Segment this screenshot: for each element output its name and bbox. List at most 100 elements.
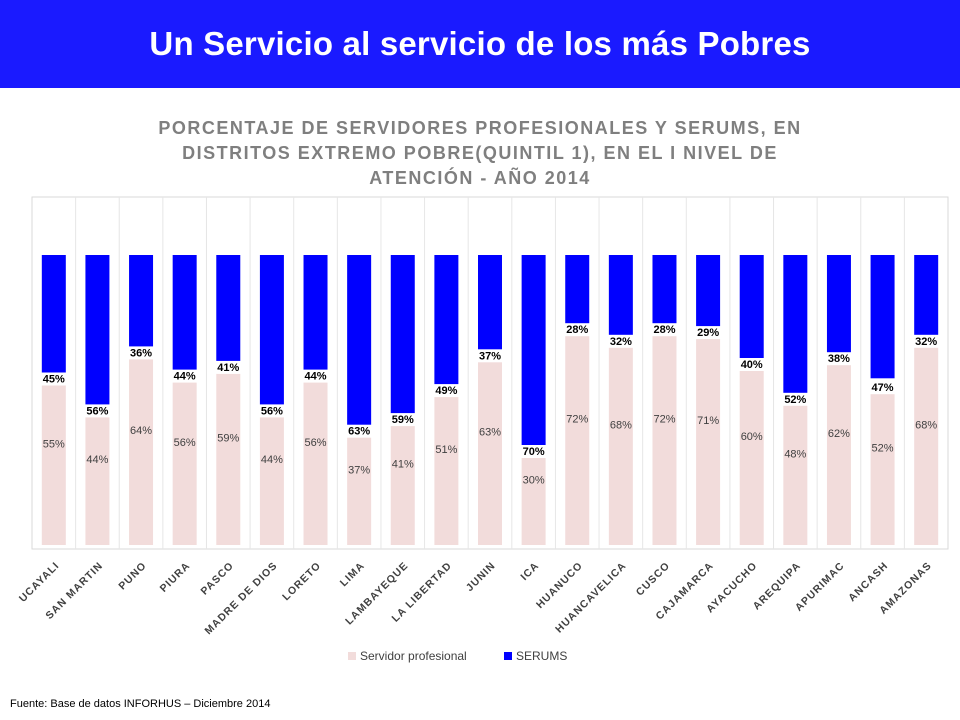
x-tick-label: ANCASH bbox=[846, 560, 890, 604]
data-label-servidor-profesional: 48% bbox=[784, 448, 806, 460]
data-label-servidor-profesional: 51% bbox=[435, 444, 457, 456]
data-label-servidor-profesional: 60% bbox=[741, 431, 763, 443]
data-label-serums: 41% bbox=[217, 362, 239, 374]
data-label-servidor-profesional: 64% bbox=[130, 425, 152, 437]
bar-serums bbox=[783, 255, 808, 393]
data-label-serums: 36% bbox=[130, 347, 152, 359]
bar-serums bbox=[565, 255, 590, 324]
data-label-servidor-profesional: 41% bbox=[392, 459, 414, 471]
bar-serums bbox=[914, 255, 939, 335]
bar-servidor-profesional bbox=[565, 336, 590, 545]
data-label-servidor-profesional: 52% bbox=[872, 443, 894, 455]
x-tick-label: LIMA bbox=[338, 560, 367, 589]
bar-serums bbox=[259, 255, 284, 405]
x-tick-label: PUNO bbox=[116, 560, 149, 593]
bar-serums bbox=[826, 255, 851, 353]
x-tick-label: PIURA bbox=[158, 560, 193, 595]
data-label-serums: 28% bbox=[653, 324, 675, 336]
bar-servidor-profesional bbox=[390, 426, 415, 545]
data-label-servidor-profesional: 30% bbox=[523, 475, 545, 487]
data-label-serums: 47% bbox=[872, 382, 894, 394]
chart-title-line-3: ATENCIÓN - AÑO 2014 bbox=[369, 168, 591, 188]
data-label-serums: 32% bbox=[915, 336, 937, 348]
bar-serums bbox=[41, 255, 66, 373]
data-label-serums: 63% bbox=[348, 426, 370, 438]
bar-servidor-profesional bbox=[85, 417, 110, 545]
bar-serums bbox=[739, 255, 764, 358]
data-label-serums: 49% bbox=[435, 385, 457, 397]
bar-servidor-profesional bbox=[696, 339, 721, 545]
data-label-serums: 44% bbox=[305, 371, 327, 383]
legend-swatch-servidor-profesional bbox=[348, 652, 356, 660]
bar-servidor-profesional bbox=[303, 382, 328, 545]
bar-serums bbox=[696, 255, 721, 327]
bar-serums bbox=[478, 255, 502, 350]
data-label-servidor-profesional: 44% bbox=[261, 454, 283, 466]
title-banner: Un Servicio al servicio de los más Pobre… bbox=[0, 0, 960, 88]
data-label-servidor-profesional: 44% bbox=[86, 454, 108, 466]
bar-servidor-profesional bbox=[914, 347, 939, 545]
bar-servidor-profesional bbox=[870, 394, 895, 545]
data-label-servidor-profesional: 72% bbox=[566, 414, 588, 426]
x-tick-label: ICA bbox=[518, 560, 541, 583]
data-label-servidor-profesional: 63% bbox=[479, 427, 501, 439]
bar-serums bbox=[85, 255, 110, 405]
data-label-serums: 52% bbox=[784, 394, 806, 406]
x-tick-label: UCAYALI bbox=[17, 560, 62, 605]
data-label-servidor-profesional: 68% bbox=[915, 419, 937, 431]
x-tick-label: PASCO bbox=[199, 560, 237, 598]
bar-serums bbox=[434, 255, 459, 385]
x-tick-label: CUSCO bbox=[634, 560, 673, 599]
bar-servidor-profesional bbox=[739, 371, 764, 545]
x-tick-label: LORETO bbox=[280, 560, 324, 604]
bar-serums bbox=[870, 255, 895, 379]
chart-title: PORCENTAJE DE SERVIDORES PROFESIONALES Y… bbox=[100, 116, 860, 191]
data-label-serums: 56% bbox=[261, 405, 283, 417]
bar-servidor-profesional bbox=[783, 405, 808, 545]
data-label-serums: 44% bbox=[174, 371, 196, 383]
plot-frame bbox=[31, 196, 949, 550]
bar-servidor-profesional bbox=[434, 397, 459, 545]
bar-serums bbox=[216, 255, 241, 361]
data-label-serums: 38% bbox=[828, 353, 850, 365]
data-label-servidor-profesional: 62% bbox=[828, 428, 850, 440]
bar-servidor-profesional bbox=[347, 437, 372, 545]
legend-label-serums: SERUMS bbox=[516, 649, 567, 663]
bar-servidor-profesional bbox=[478, 362, 502, 545]
bar-serums bbox=[608, 255, 633, 335]
data-label-serums: 59% bbox=[392, 414, 414, 426]
data-label-servidor-profesional: 37% bbox=[348, 464, 370, 476]
chart-title-line-2: DISTRITOS EXTREMO POBRE(QUINTIL 1), EN E… bbox=[182, 143, 778, 163]
data-label-serums: 32% bbox=[610, 336, 632, 348]
x-tick-label: MADRE DE DIOS bbox=[203, 560, 280, 637]
bar-servidor-profesional bbox=[216, 373, 241, 545]
bar-serums bbox=[129, 255, 154, 347]
bar-servidor-profesional bbox=[41, 385, 66, 545]
bar-serums bbox=[390, 255, 415, 414]
bar-servidor-profesional bbox=[129, 359, 154, 545]
bar-servidor-profesional bbox=[521, 458, 546, 545]
data-label-serums: 40% bbox=[741, 359, 763, 371]
bar-serums bbox=[521, 255, 546, 445]
data-label-serums: 70% bbox=[523, 446, 545, 458]
data-label-servidor-profesional: 68% bbox=[610, 419, 632, 431]
data-label-servidor-profesional: 59% bbox=[217, 432, 239, 444]
bar-servidor-profesional bbox=[826, 365, 851, 545]
chart-area: 55% 45% UCAYALI 44% 56% SAN MARTIN 64% 36% PUNO 5… bbox=[0, 190, 960, 690]
legend-label-servidor-profesional: Servidor profesional bbox=[360, 649, 467, 663]
chart-title-line-1: PORCENTAJE DE SERVIDORES PROFESIONALES Y… bbox=[158, 118, 802, 138]
data-label-serums: 28% bbox=[566, 324, 588, 336]
bar-serums bbox=[303, 255, 328, 370]
data-label-serums: 29% bbox=[697, 327, 719, 339]
bar-servidor-profesional bbox=[172, 382, 197, 545]
bar-serums bbox=[172, 255, 197, 370]
x-tick-label: JUNIN bbox=[464, 560, 498, 594]
bar-serums bbox=[652, 255, 677, 324]
data-label-servidor-profesional: 55% bbox=[43, 438, 65, 450]
legend-swatch-serums bbox=[504, 652, 512, 660]
data-label-servidor-profesional: 71% bbox=[697, 415, 719, 427]
data-label-serums: 45% bbox=[43, 374, 65, 386]
data-label-serums: 37% bbox=[479, 350, 501, 362]
bar-servidor-profesional bbox=[608, 347, 633, 545]
